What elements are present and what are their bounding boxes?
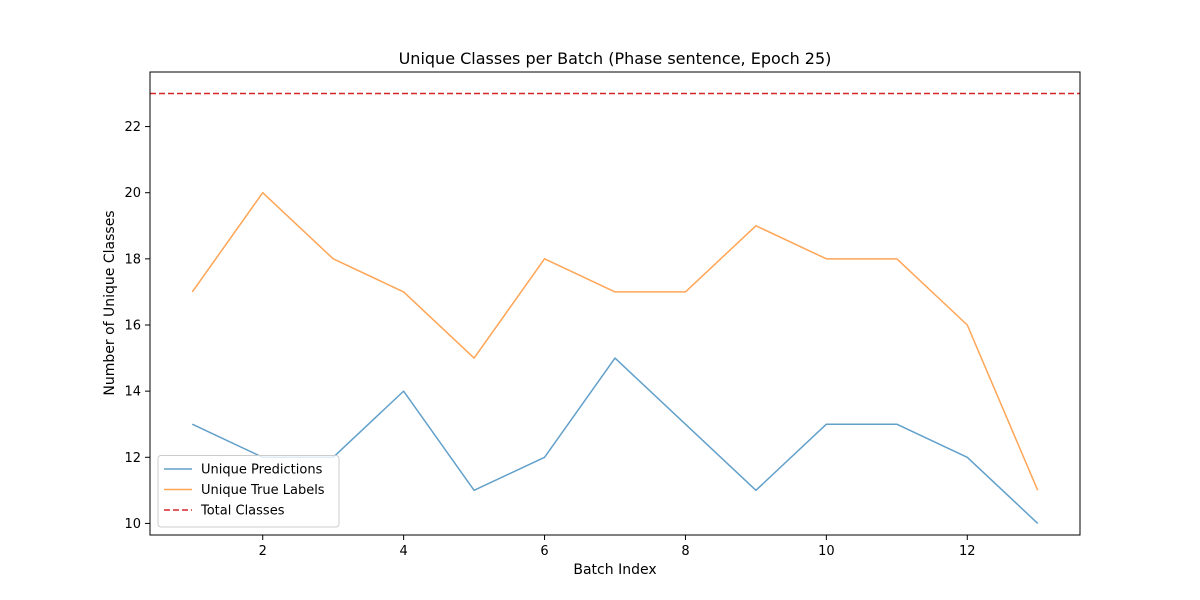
y-tick-label: 14 xyxy=(124,385,141,400)
y-axis-label: Number of Unique Classes xyxy=(102,210,118,395)
x-tick-label: 8 xyxy=(681,544,689,559)
legend-label: Unique Predictions xyxy=(201,463,323,478)
y-tick-label: 18 xyxy=(124,252,141,267)
x-tick-label: 2 xyxy=(259,544,267,559)
x-axis-ticks: 2 4 6 8 10 12 xyxy=(259,535,976,559)
x-tick-label: 4 xyxy=(399,544,407,559)
x-tick-label: 12 xyxy=(959,544,976,559)
x-tick-label: 10 xyxy=(818,544,835,559)
legend: Unique Predictions Unique True Labels Tota… xyxy=(157,455,340,528)
y-tick-label: 20 xyxy=(124,186,141,201)
y-tick-label: 16 xyxy=(124,318,141,333)
legend-box xyxy=(157,455,340,528)
x-tick-label: 6 xyxy=(540,544,548,559)
y-tick-label: 10 xyxy=(124,517,141,532)
chart-title: Unique Classes per Batch (Phase sentence… xyxy=(399,49,832,68)
plot-frame xyxy=(149,71,1081,536)
y-axis-ticks: 10 12 14 16 18 20 22 xyxy=(124,120,150,532)
y-tick-label: 22 xyxy=(124,120,141,135)
legend-label: Total Classes xyxy=(200,504,285,519)
legend-label: Unique True Labels xyxy=(201,483,325,498)
y-tick-label: 12 xyxy=(124,451,141,466)
x-axis-label: Batch Index xyxy=(573,562,656,578)
